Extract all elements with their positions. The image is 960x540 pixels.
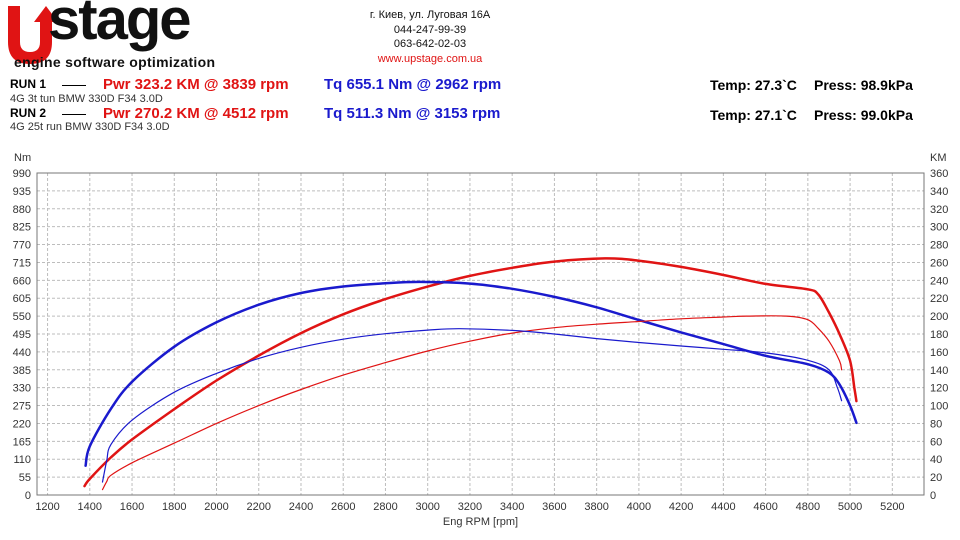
x-tick-label: 2800 [373,501,397,513]
y-left-tick-label: 275 [13,401,31,413]
y-left-tick-label: 165 [13,436,31,448]
run-2-torque: Tq 511.3 Nm @ 3153 rpm [324,105,501,122]
x-tick-label: 2000 [204,501,228,513]
chart-axes: 0 0 55 20 110 40 165 60 220 80 275 100 330 120 385 140 4… [13,152,949,528]
y-right-tick-label: 340 [930,186,948,198]
series-line-1 [83,257,858,488]
y-left-tick-label: 550 [13,311,31,323]
y-left-tick-label: 385 [13,365,31,377]
plot-frame [36,172,925,496]
x-tick-label: 3800 [584,501,608,513]
x-tick-label: 4800 [796,501,820,513]
y-left-tick-label: 770 [13,240,31,252]
y-right-tick-label: 80 [930,418,942,430]
run-1-torque: Tq 655.1 Nm @ 2962 rpm [324,76,502,93]
logo-u-mark [8,6,56,64]
x-tick-label: 2400 [289,501,313,513]
y-right-tick-label: 320 [930,204,948,216]
y-left-tick-label: 330 [13,383,31,395]
x-tick-label: 1800 [162,501,186,513]
run-2-description: 4G 25t run BMW 330D F34 3.0D [10,121,170,133]
y-left-tick-label: 825 [13,222,31,234]
contact-website: www.upstage.com.ua [377,53,483,65]
run-1-power: Pwr 323.2 KM @ 3839 rpm [103,76,289,93]
x-tick-label: 3400 [500,501,524,513]
y-left-tick-label: 55 [19,472,31,484]
x-tick-label: 3000 [415,501,439,513]
contact-address: г. Киев, ул. Луговая 16А [369,9,491,21]
run-1-description: 4G 3t tun BMW 330D F34 3.0D [10,93,163,105]
x-tick-label: 1600 [120,501,144,513]
run-2-label: RUN 2 [10,106,47,120]
series-line-4 [101,328,843,483]
y-right-tick-label: 140 [930,365,948,377]
dyno-chart: 0 0 55 20 110 40 165 60 220 80 275 100 330 120 385 140 4… [13,152,949,528]
run-2-power: Pwr 270.2 KM @ 4512 rpm [103,105,289,122]
y-right-tick-label: 300 [930,222,948,234]
run-2-line-swatch [62,114,86,115]
x-tick-label: 4200 [669,501,693,513]
x-tick-label: 4000 [627,501,651,513]
run-1-temp: Temp: 27.3`C [710,77,797,93]
y-left-tick-label: 660 [13,275,31,287]
x-tick-label: 3600 [542,501,566,513]
y-right-tick-label: 260 [930,257,948,269]
contact-phone-2: 063-642-02-03 [393,38,467,50]
y-right-tick-label: 60 [930,436,942,448]
y-right-tick-label: 100 [930,401,948,413]
y-right-tick-label: 20 [930,472,942,484]
x-tick-label: 1200 [35,501,59,513]
chart-series [83,257,858,491]
x-tick-label: 5200 [880,501,904,513]
y-right-tick-label: 220 [930,293,948,305]
y-right-tick-label: 200 [930,311,948,323]
x-tick-label: 1400 [78,501,102,513]
run-2-temp: Temp: 27.1`C [710,107,797,123]
y-left-tick-label: 440 [13,347,31,359]
x-axis-label: Eng RPM [rpm] [443,516,518,528]
y-left-tick-label: 935 [13,186,31,198]
y-right-tick-label: 160 [930,347,948,359]
run-1-line-swatch [62,85,86,86]
y-left-tick-label: 605 [13,293,31,305]
y-right-tick-label: 120 [930,383,948,395]
y-right-tick-label: 360 [930,168,948,180]
x-tick-label: 5000 [838,501,862,513]
x-tick-label: 4600 [753,501,777,513]
x-tick-label: 2200 [247,501,271,513]
y-left-tick-label: 715 [13,257,31,269]
run-2-press: Press: 99.0kPa [814,107,913,123]
y-left-tick-label: 880 [13,204,31,216]
run-1-label: RUN 1 [10,77,47,91]
y-right-tick-label: 40 [930,454,942,466]
x-tick-label: 4400 [711,501,735,513]
y-right-tick-label: 280 [930,240,948,252]
y-left-axis-label: Nm [14,152,31,164]
y-right-tick-label: 0 [930,490,936,502]
logo-wordmark: stage [48,0,192,52]
y-right-tick-label: 240 [930,275,948,287]
y-left-tick-label: 110 [13,454,31,466]
x-tick-label: 2600 [331,501,355,513]
run-1-press: Press: 98.9kPa [814,77,913,93]
contact-phone-1: 044-247-99-39 [393,24,467,36]
y-left-tick-label: 990 [13,168,31,180]
y-left-tick-label: 495 [13,329,31,341]
x-tick-label: 3200 [458,501,482,513]
y-right-tick-label: 180 [930,329,948,341]
y-left-tick-label: 220 [13,418,31,430]
logo-tagline: engine software optimization [14,54,216,70]
series-line-3 [101,315,843,491]
y-right-axis-label: KM [930,152,947,164]
chart-grid [37,172,924,496]
series-line-2 [84,280,858,467]
y-left-tick-label: 0 [25,490,31,502]
